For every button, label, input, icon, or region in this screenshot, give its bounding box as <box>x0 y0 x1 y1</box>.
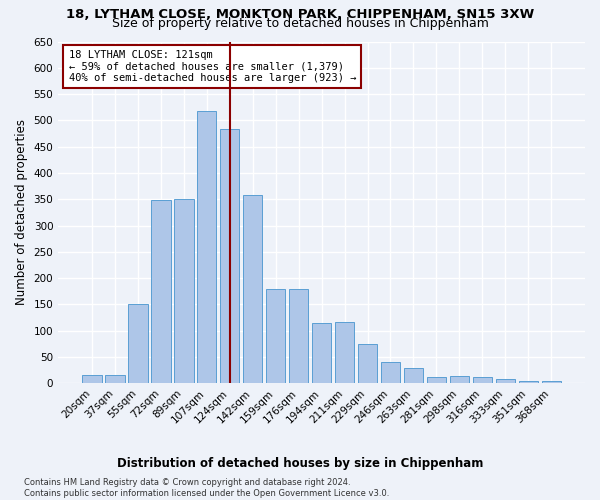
Bar <box>128 304 148 384</box>
Bar <box>358 344 377 384</box>
Bar <box>105 376 125 384</box>
Bar <box>427 377 446 384</box>
Bar <box>381 362 400 384</box>
Y-axis label: Number of detached properties: Number of detached properties <box>15 120 28 306</box>
Bar <box>197 112 217 384</box>
Text: Contains HM Land Registry data © Crown copyright and database right 2024.
Contai: Contains HM Land Registry data © Crown c… <box>24 478 389 498</box>
Bar <box>496 379 515 384</box>
Bar <box>518 380 538 384</box>
Bar <box>266 288 286 384</box>
Text: Distribution of detached houses by size in Chippenham: Distribution of detached houses by size … <box>117 458 483 470</box>
Text: 18 LYTHAM CLOSE: 121sqm
← 59% of detached houses are smaller (1,379)
40% of semi: 18 LYTHAM CLOSE: 121sqm ← 59% of detache… <box>69 50 356 83</box>
Bar <box>243 195 262 384</box>
Text: 18, LYTHAM CLOSE, MONKTON PARK, CHIPPENHAM, SN15 3XW: 18, LYTHAM CLOSE, MONKTON PARK, CHIPPENH… <box>66 8 534 20</box>
Bar <box>82 376 101 384</box>
Bar <box>449 376 469 384</box>
Bar <box>220 130 239 384</box>
Bar <box>335 322 355 384</box>
Bar <box>473 377 492 384</box>
Bar <box>289 288 308 384</box>
Bar <box>174 199 194 384</box>
Text: Size of property relative to detached houses in Chippenham: Size of property relative to detached ho… <box>112 18 488 30</box>
Bar <box>404 368 423 384</box>
Bar <box>542 380 561 384</box>
Bar <box>312 323 331 384</box>
Bar <box>151 200 170 384</box>
